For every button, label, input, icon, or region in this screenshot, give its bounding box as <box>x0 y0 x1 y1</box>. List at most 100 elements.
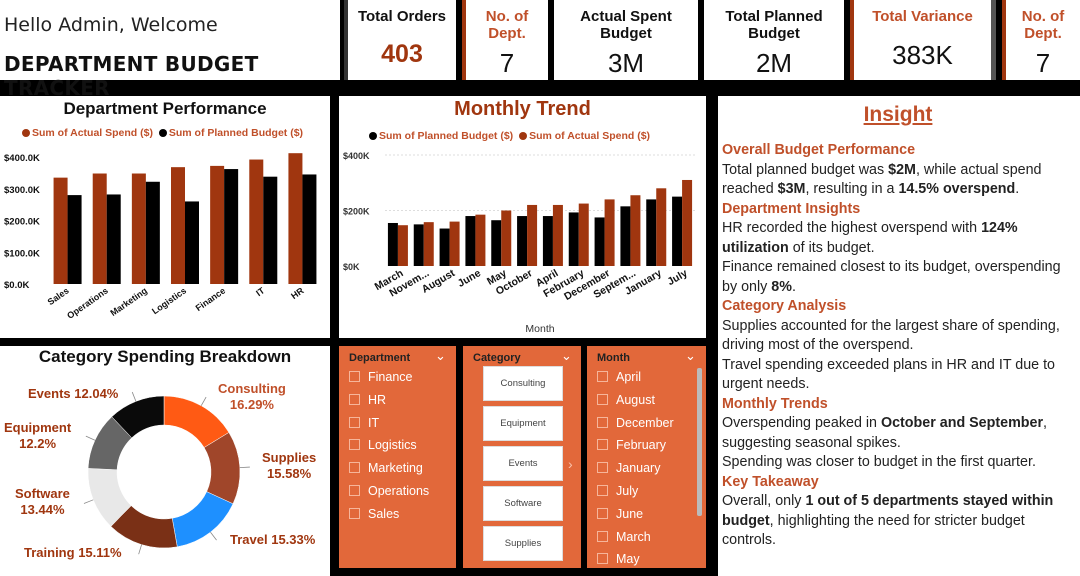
bar-planned[interactable] <box>465 216 476 266</box>
bar-actual[interactable] <box>131 173 146 284</box>
checkbox-icon[interactable] <box>597 485 608 496</box>
category-tile[interactable]: Supplies <box>483 526 563 561</box>
category-tile[interactable]: Consulting <box>483 366 563 401</box>
checkbox-icon[interactable] <box>597 371 608 382</box>
kpi-dept-count[interactable]: No. of Dept. 7 <box>462 0 548 80</box>
bar-actual[interactable] <box>171 167 185 284</box>
slicer-option[interactable]: January <box>597 461 660 475</box>
bar-planned[interactable] <box>542 216 553 266</box>
slicer-option[interactable]: December <box>597 416 674 430</box>
checkbox-icon[interactable] <box>349 393 360 405</box>
bar-actual[interactable] <box>449 221 460 266</box>
checkbox-icon[interactable] <box>349 439 360 451</box>
bar-actual[interactable] <box>423 222 434 266</box>
slicer-option[interactable]: Marketing <box>349 461 423 475</box>
chevron-down-icon[interactable]: ⌄ <box>685 348 696 363</box>
checkbox-icon[interactable] <box>349 507 360 519</box>
leader-line <box>85 435 96 441</box>
bar-planned[interactable] <box>106 194 121 284</box>
category-tile[interactable]: Equipment <box>483 406 563 441</box>
bar-planned[interactable] <box>620 206 631 266</box>
bar-planned[interactable] <box>263 176 278 284</box>
bar-planned[interactable] <box>224 169 239 284</box>
bar-planned[interactable] <box>413 224 424 266</box>
checkbox-icon[interactable] <box>597 439 608 451</box>
checkbox-icon[interactable] <box>349 371 360 382</box>
slicer-option[interactable]: May <box>597 552 640 566</box>
bar-planned[interactable] <box>185 201 199 284</box>
chevron-down-icon[interactable]: ⌄ <box>561 348 572 363</box>
bar-actual[interactable] <box>397 225 408 266</box>
category-tile[interactable]: Events <box>483 446 563 481</box>
slicer-header: Department <box>349 352 411 364</box>
bar-planned[interactable] <box>439 228 450 266</box>
bar-actual[interactable] <box>604 199 615 266</box>
bar-planned[interactable] <box>646 199 657 266</box>
bar-planned[interactable] <box>594 217 605 266</box>
bar-actual[interactable] <box>578 203 589 266</box>
department-performance-panel: Department Performance Sum of Actual Spe… <box>0 96 330 338</box>
bar-actual[interactable] <box>682 179 693 266</box>
slicer-option[interactable]: Logistics <box>349 438 417 452</box>
bar-actual[interactable] <box>475 214 486 266</box>
slicer-option[interactable]: HR <box>349 393 386 407</box>
checkbox-icon[interactable] <box>597 416 608 428</box>
insight-paragraph: Overall, only 1 out of 5 departments sta… <box>722 493 1054 548</box>
checkbox-icon[interactable] <box>597 393 608 405</box>
bar-actual[interactable] <box>552 204 563 266</box>
checkbox-icon[interactable] <box>597 462 608 474</box>
bar-actual[interactable] <box>53 177 68 284</box>
kpi-value: 403 <box>381 40 423 68</box>
slicer-option[interactable]: Operations <box>349 484 429 498</box>
bar-planned[interactable] <box>302 174 317 284</box>
checkbox-icon[interactable] <box>349 416 360 428</box>
kpi-actual-spent[interactable]: Actual Spent Budget 3M <box>554 0 698 80</box>
kpi-total-variance[interactable]: Total Variance 383K <box>850 0 996 80</box>
donut-label-training: Training 15.11% <box>24 545 122 560</box>
chevron-down-icon[interactable]: ⌄ <box>435 348 446 363</box>
bar-planned[interactable] <box>672 196 683 266</box>
chevron-right-icon[interactable]: › <box>568 456 573 472</box>
checkbox-icon[interactable] <box>349 485 360 496</box>
bar-planned[interactable] <box>387 222 398 266</box>
department-performance-chart[interactable]: $0.0K $100.0K $200.0K $300.0K $400.0K SalesOp… <box>0 96 330 338</box>
bar-actual[interactable] <box>249 159 264 284</box>
slicer-option[interactable]: April <box>597 370 641 384</box>
category-tile[interactable]: Software <box>483 486 563 521</box>
bar-actual[interactable] <box>501 210 512 267</box>
slicer-option[interactable]: Sales <box>349 507 399 521</box>
checkbox-icon[interactable] <box>597 507 608 519</box>
slicer-option[interactable]: IT <box>349 416 379 430</box>
bar-actual[interactable] <box>630 195 641 266</box>
kpi-planned-budget[interactable]: Total Planned Budget 2M <box>704 0 844 80</box>
slicer-option[interactable]: August <box>597 393 655 407</box>
bar-actual[interactable] <box>210 165 225 284</box>
slicer-option[interactable]: June <box>597 507 643 521</box>
slicer-option[interactable]: July <box>597 484 638 498</box>
scrollbar[interactable] <box>697 368 702 516</box>
insight-panel: Insight Overall Budget Performance Total … <box>718 96 1080 576</box>
bar-actual[interactable] <box>288 153 303 284</box>
bar-planned[interactable] <box>568 212 579 266</box>
checkbox-icon[interactable] <box>349 462 360 474</box>
slicer-option[interactable]: February <box>597 438 666 452</box>
kpi-total-orders[interactable]: Total Orders 403 <box>344 0 456 80</box>
donut-slice-events[interactable] <box>111 395 165 439</box>
kpi-dept-count-2[interactable]: No. of Dept. 7 <box>1002 0 1080 80</box>
bar-actual[interactable] <box>527 204 538 266</box>
category-donut-chart[interactable] <box>0 346 330 576</box>
bar-planned[interactable] <box>517 216 528 266</box>
slicer-option[interactable]: March <box>597 530 651 544</box>
y-tick-label: $400.0K <box>4 153 40 164</box>
bar-planned[interactable] <box>491 220 502 266</box>
slicer-header: Month <box>597 352 630 364</box>
donut-slice-travel[interactable] <box>171 491 234 548</box>
checkbox-icon[interactable] <box>597 553 608 565</box>
bar-actual[interactable] <box>656 188 667 266</box>
slicer-option[interactable]: Finance <box>349 370 412 384</box>
bar-planned[interactable] <box>67 195 82 284</box>
bar-actual[interactable] <box>92 173 107 284</box>
checkbox-icon[interactable] <box>597 530 608 542</box>
bar-planned[interactable] <box>145 181 160 284</box>
